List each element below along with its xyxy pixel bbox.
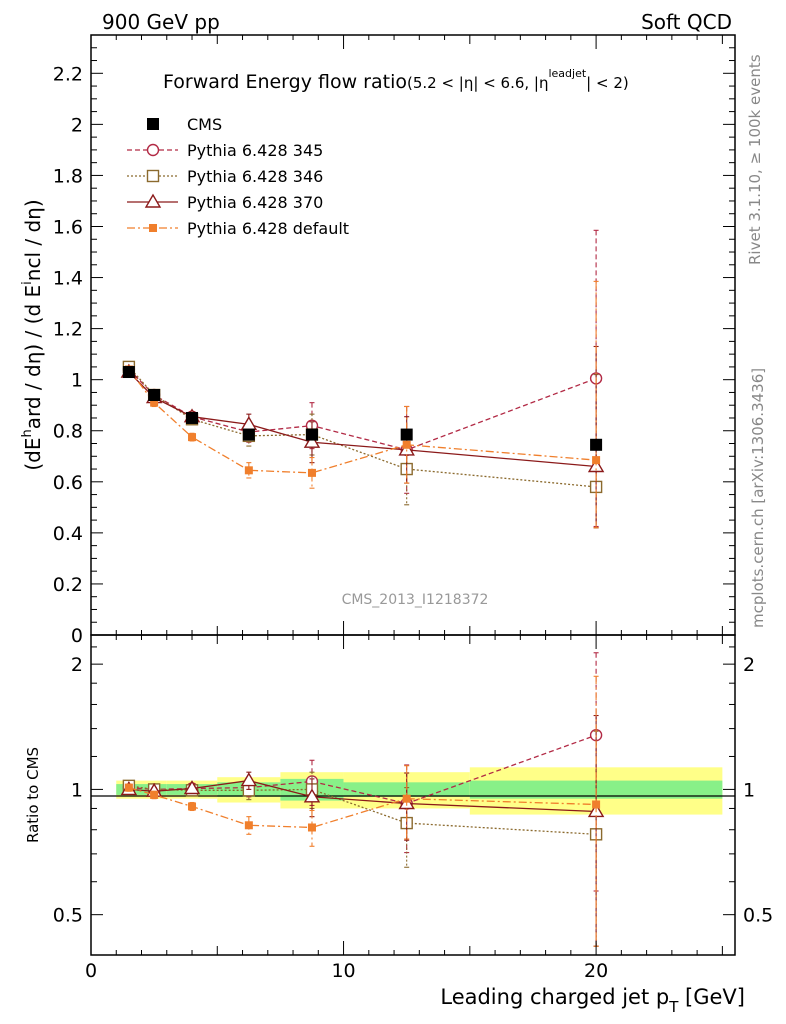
main-y-tick-label: 1.4	[53, 268, 83, 290]
data-point	[150, 398, 159, 407]
data-point	[402, 794, 411, 803]
data-point	[144, 193, 162, 208]
data-point	[307, 468, 316, 477]
data-point	[590, 438, 603, 451]
ratio-y-tick-label-right: 2	[743, 654, 755, 676]
main-y-tick-label: 0	[71, 625, 83, 647]
legend-entry: Pythia 6.428 default	[127, 219, 349, 238]
legend: CMS Pythia 6.428 345 Pythia 6.428 346 Pythi…	[127, 115, 349, 238]
data-point	[303, 433, 321, 448]
data-point	[149, 224, 157, 232]
data-point	[188, 802, 197, 811]
data-point	[147, 118, 159, 130]
data-point	[587, 458, 605, 473]
ratio-panel: 0.5 0.51 12 2 0 10 20 Ratio to CMS Leading ch…	[24, 35, 773, 1016]
x-tick-label: 10	[331, 960, 355, 982]
main-y-axis: 0 0.2 0.4 0.6 0.8 1 1.2 1.4 1.6 1.8 2 2.2	[53, 34, 735, 647]
ratio-frame	[90, 634, 736, 956]
category-label: Soft QCD	[641, 10, 732, 34]
data-point	[148, 389, 161, 401]
ratio-y-tick-label-right: 0.5	[743, 905, 773, 927]
data-point	[592, 456, 601, 465]
legend-label: Pythia 6.428 default	[187, 219, 349, 238]
collision-label: 900 GeV pp	[102, 10, 220, 34]
data-point	[188, 433, 197, 442]
x-axis-label: Leading charged jet pT [GeV]	[440, 985, 745, 1016]
series-pythia-6-428-345	[122, 229, 603, 528]
data-point	[186, 411, 199, 424]
legend-label: CMS	[187, 115, 222, 134]
legend-entry: CMS	[147, 115, 222, 134]
x-axis: 0 10 20	[85, 35, 723, 982]
data-point	[402, 440, 411, 449]
main-y-tick-label: 0.6	[53, 472, 83, 494]
legend-entry: Pythia 6.428 370	[127, 193, 323, 212]
main-series-group	[120, 229, 605, 529]
series-pythia-6-428-default	[124, 675, 601, 947]
series-pythia-6-428-default	[124, 280, 601, 529]
main-y-tick-label: 0.4	[53, 523, 83, 545]
ratio-y-axis-label: Ratio to CMS	[24, 747, 42, 843]
data-point	[183, 780, 201, 795]
series-line	[128, 369, 597, 451]
main-y-tick-label: 0.2	[53, 574, 83, 596]
main-y-tick-label: 0.8	[53, 421, 83, 443]
series-pythia-6-428-346	[122, 360, 603, 529]
ratio-y-tick-label: 1	[71, 779, 83, 801]
analysis-id-watermark: CMS_2013_I1218372	[342, 592, 489, 608]
data-point	[244, 466, 253, 475]
x-tick-label: 0	[85, 960, 97, 982]
data-point	[146, 143, 160, 157]
data-point	[146, 169, 160, 183]
series-line	[128, 366, 597, 488]
data-point	[240, 772, 258, 787]
data-point	[242, 428, 255, 441]
main-y-tick-label: 1.6	[53, 216, 83, 238]
legend-label: Pythia 6.428 345	[187, 141, 323, 160]
data-point	[592, 800, 601, 809]
ratio-y-axis: 0.5 0.5 1 1 2 2	[53, 646, 773, 927]
mcplots-label: mcplots.cern.ch [arXiv:1306.3436]	[749, 368, 767, 628]
data-point	[244, 821, 253, 830]
ratio-y-tick-label: 2	[71, 654, 83, 676]
data-point	[400, 428, 413, 441]
rivet-version-label: Rivet 3.1.10, ≥ 100k events	[746, 54, 764, 265]
legend-label: Pythia 6.428 346	[187, 167, 323, 186]
series-pythia-6-428-346	[122, 730, 603, 947]
ratio-series-group	[120, 652, 605, 947]
ratio-y-tick-label: 0.5	[53, 905, 83, 927]
main-y-tick-label: 2.2	[53, 63, 83, 85]
main-y-axis-label: (dEhard / dη) / (d Eincl / dη)	[20, 199, 45, 470]
x-tick-label: 20	[584, 960, 608, 982]
cms-uncertainty-band	[116, 767, 723, 815]
main-y-tick-label: 2	[71, 114, 83, 136]
legend-entry: Pythia 6.428 345	[127, 141, 323, 160]
series-line	[128, 371, 597, 468]
main-y-tick-label: 1	[71, 370, 83, 392]
series-cms	[122, 366, 603, 451]
data-point	[122, 366, 135, 379]
data-point	[150, 790, 159, 799]
main-panel: 0 0.2 0.4 0.6 0.8 1 1.2 1.4 1.6 1.8 2 2.2 CMS_2013_…	[20, 34, 736, 647]
ratio-y-tick-label-right: 1	[743, 779, 755, 801]
chart-title: Forward Energy flow ratio(5.2 < |η| < 6.…	[163, 67, 629, 93]
main-y-tick-label: 1.2	[53, 319, 83, 341]
data-point	[305, 428, 318, 441]
data-point	[124, 783, 133, 792]
legend-entry: Pythia 6.428 346	[127, 167, 323, 186]
data-point	[303, 788, 321, 803]
main-y-tick-label: 1.8	[53, 165, 83, 187]
data-point	[307, 823, 316, 832]
legend-label: Pythia 6.428 370	[187, 193, 323, 212]
